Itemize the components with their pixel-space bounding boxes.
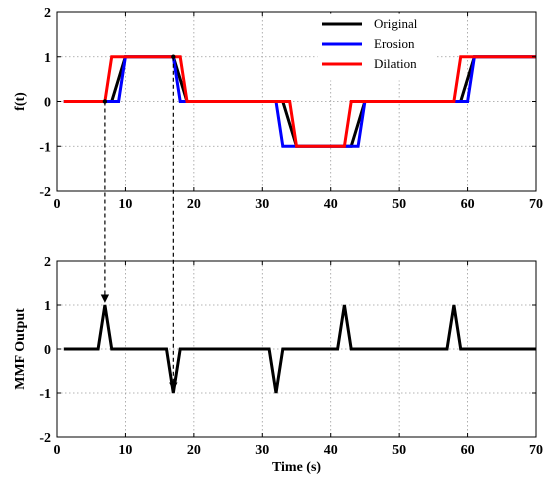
x-tick-label: 60 (461, 197, 475, 212)
y-tick-label: -2 (39, 431, 51, 446)
y-tick-label: 2 (44, 6, 51, 21)
x-tick-label: 20 (187, 197, 201, 212)
x-tick-label: 70 (529, 197, 543, 212)
x-tick-label: 50 (392, 197, 406, 212)
legend-label-dilation: Dilation (374, 56, 417, 71)
x-tick-label: 60 (461, 443, 475, 458)
x-tick-label: 40 (324, 197, 338, 212)
series-line-erosion (64, 57, 536, 147)
annotation-arrow-start-2 (171, 55, 175, 59)
panel-2: 0 10 20 30 40 50 60 70 -2 -1 0 1 2 MMF Output Time (s) (13, 255, 543, 475)
x-tick-label: 70 (529, 443, 543, 458)
legend-label-erosion: Erosion (374, 36, 415, 51)
x-tick-label: 20 (187, 443, 201, 458)
panel-1: 0 10 20 30 40 50 60 70 -2 -1 0 1 2 f(t) Original Erosio… (13, 6, 543, 212)
y-axis-label: f(t) (13, 92, 28, 111)
x-tick-label: 0 (54, 443, 61, 458)
x-tick-label: 10 (118, 443, 132, 458)
legend-label-original: Original (374, 16, 418, 31)
y-tick-label: -1 (39, 140, 51, 155)
legend: Original Erosion Dilation (318, 14, 436, 80)
y-tick-label: 0 (44, 343, 51, 358)
x-tick-label: 50 (392, 443, 406, 458)
y-tick-label: 1 (44, 299, 51, 314)
x-axis-label: Time (s) (272, 460, 321, 475)
x-tick-label: 30 (255, 197, 269, 212)
x-tick-label: 10 (118, 197, 132, 212)
series-line-output (64, 305, 536, 393)
x-tick-label: 30 (255, 443, 269, 458)
y-tick-label: 2 (44, 255, 51, 270)
y-tick-label: 1 (44, 51, 51, 66)
x-tick-label: 40 (324, 443, 338, 458)
annotation-arrow-start-1 (103, 99, 107, 103)
y-axis-label: MMF Output (13, 308, 28, 390)
y-tick-label: -1 (39, 387, 51, 402)
y-tick-label: 0 (44, 96, 51, 111)
x-tick-label: 0 (54, 197, 61, 212)
y-tick-label: -2 (39, 185, 51, 200)
